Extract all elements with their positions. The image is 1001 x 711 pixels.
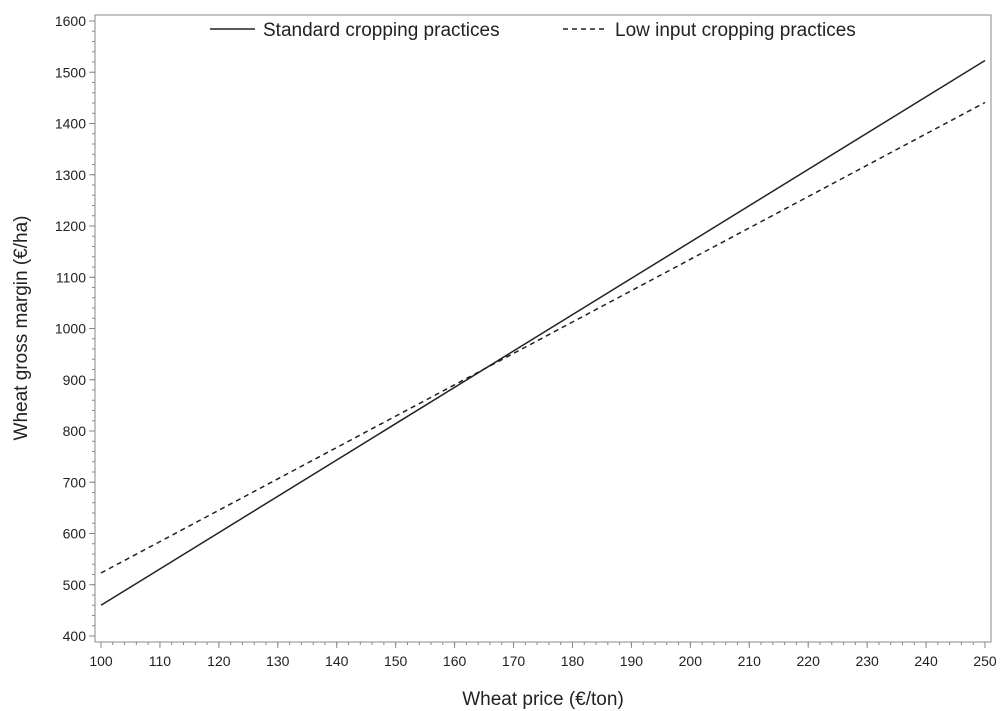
x-tick-label: 130 [266, 653, 290, 669]
y-tick-label: 1600 [55, 13, 86, 29]
x-tick-label: 110 [149, 653, 172, 669]
y-axis-title: Wheat gross margin (€/ha) [11, 216, 32, 441]
legend-label-standard: Standard cropping practices [263, 20, 500, 41]
y-tick-label: 900 [63, 372, 87, 388]
x-tick-label: 190 [620, 653, 644, 669]
series-line-low-input [100, 101, 986, 574]
legend: Standard cropping practices Low input cr… [210, 20, 856, 41]
y-tick-label: 500 [63, 577, 87, 593]
x-tick-label: 120 [207, 653, 231, 669]
x-axis-title: Wheat price (€/ton) [462, 689, 624, 710]
x-tick-label: 160 [443, 653, 467, 669]
series-layer [100, 59, 986, 606]
x-tick-label: 240 [914, 653, 938, 669]
x-tick-label: 230 [855, 653, 879, 669]
x-tick-label: 140 [325, 653, 349, 669]
legend-label-low-input: Low input cropping practices [615, 20, 856, 41]
x-tick-label: 220 [797, 653, 821, 669]
y-tick-label: 1200 [55, 218, 86, 234]
y-tick-label: 1500 [55, 64, 86, 80]
x-tick-label: 250 [973, 653, 997, 669]
y-tick-label: 700 [63, 474, 87, 490]
y-tick-label: 1400 [55, 116, 86, 132]
y-tick-label: 600 [63, 526, 87, 542]
minor-ticks [92, 20, 986, 645]
y-tick-label: 800 [63, 423, 87, 439]
y-axis-ticks: 400 500 600 700 800 900 1000 1100 1200 1300 1400 15… [55, 13, 95, 644]
y-tick-label: 400 [63, 628, 87, 644]
x-tick-label: 150 [384, 653, 408, 669]
plot-frame [94, 14, 992, 643]
x-tick-label: 100 [89, 653, 113, 669]
series-line-standard [100, 59, 986, 606]
x-tick-label: 180 [561, 653, 585, 669]
x-tick-label: 210 [738, 653, 762, 669]
y-tick-label: 1100 [56, 269, 86, 285]
x-axis-ticks: 100 110 120 130 140 150 160 170 180 190 200 210 220 2… [89, 642, 997, 669]
x-tick-label: 200 [679, 653, 703, 669]
y-tick-label: 1000 [55, 321, 86, 337]
x-tick-label: 170 [502, 653, 526, 669]
y-tick-label: 1300 [55, 167, 86, 183]
